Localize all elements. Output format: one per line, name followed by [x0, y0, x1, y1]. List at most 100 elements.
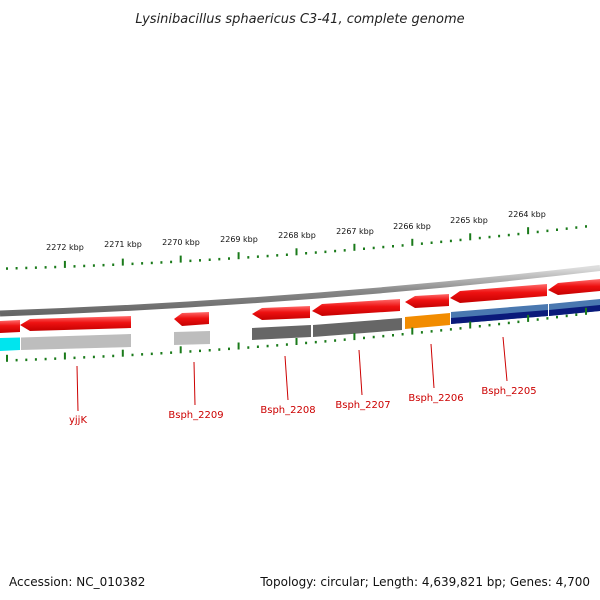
outer-scale-tick — [6, 267, 8, 270]
scale-labels: 2272 kbp 2271 kbp 2270 kbp 2269 kbp 2268… — [46, 210, 546, 252]
inner-scale-tick — [285, 343, 288, 346]
inner-scale-tick — [150, 352, 153, 356]
outer-scale-tick — [392, 245, 394, 248]
gene-block-bsph-2207[interactable] — [313, 318, 402, 337]
outer-scale-tick — [314, 251, 317, 254]
tick-label-2272: 2272 kbp — [46, 243, 84, 252]
outer-scale-tick — [363, 247, 365, 250]
outer-scale-tick — [160, 261, 163, 264]
tick-label-2266: 2266 kbp — [393, 222, 431, 231]
outer-scale-tick — [266, 254, 269, 258]
gene-block-bsph-2208[interactable] — [252, 325, 311, 340]
inner-scale-tick — [372, 335, 375, 339]
gene-label-bsph-2205[interactable]: Bsph_2205 — [481, 386, 536, 397]
outer-scale-tick — [295, 248, 298, 256]
cds-feature-bsph-2207[interactable] — [312, 299, 400, 316]
inner-scale-tick — [420, 331, 423, 334]
gene-label-yjjK[interactable]: yjjK — [69, 415, 87, 426]
inner-scale-tick — [218, 348, 221, 351]
gene-block-bsph-2206[interactable] — [405, 313, 450, 329]
leader-bsph-2207 — [358, 349, 363, 396]
outer-scale-tick — [228, 257, 230, 260]
inner-scale-tick — [305, 341, 308, 345]
outer-scale-tick — [565, 227, 568, 230]
outer-scale-tick — [102, 263, 105, 267]
gene-block-cyan[interactable] — [0, 337, 20, 352]
inner-scale-tick — [401, 333, 404, 336]
outer-scale-tick — [546, 229, 549, 233]
tick-label-2271: 2271 kbp — [104, 240, 142, 249]
outer-scale-tick — [324, 250, 327, 254]
inner-scale-tick — [536, 318, 539, 321]
inner-scale-tick — [112, 354, 115, 358]
inner-scale-tick — [314, 340, 317, 344]
inner-scale-tick — [170, 351, 173, 354]
genome-summary-text: Topology: circular; Length: 4,639,821 bp… — [259, 575, 590, 589]
outer-scale-tick — [478, 236, 481, 240]
outer-scale-tick — [218, 257, 221, 261]
outer-scale-tick — [189, 259, 192, 263]
genome-backbone — [0, 265, 600, 317]
outer-scale-ticks — [6, 225, 587, 270]
inner-scale-tick — [160, 352, 163, 355]
leader-bsph-2208 — [284, 355, 289, 401]
tick-label-2268: 2268 kbp — [278, 231, 316, 240]
inner-scale-tick — [237, 342, 240, 350]
inner-scale-tick — [83, 356, 86, 359]
outer-scale-tick — [63, 260, 66, 268]
outer-scale-tick — [498, 234, 501, 238]
inner-scale-tick — [92, 355, 95, 359]
inner-scale-ticks — [6, 307, 587, 362]
tick-label-2267: 2267 kbp — [336, 227, 374, 236]
outer-scale-tick — [34, 266, 37, 269]
gene-label-bsph-2209[interactable]: Bsph_2209 — [168, 410, 223, 421]
outer-scale-tick — [488, 235, 491, 239]
tick-label-2269: 2269 kbp — [220, 235, 258, 244]
gene-block-bsph-2205-lower[interactable] — [451, 310, 548, 324]
inner-scale-tick — [34, 358, 37, 361]
accession-text: Accession: NC_010382 — [9, 575, 145, 589]
cds-features — [0, 279, 600, 333]
outer-scale-tick — [25, 266, 28, 270]
outer-scale-tick — [527, 227, 530, 235]
inner-scale-tick — [392, 334, 394, 337]
outer-scale-tick — [247, 256, 250, 259]
gene-label-bsph-2207[interactable]: Bsph_2207 — [335, 400, 390, 411]
cds-feature-bsph-2208[interactable] — [252, 306, 310, 320]
inner-scale-tick — [295, 338, 298, 345]
map-title: Lysinibacillus sphaericus C3-41, complet… — [135, 12, 464, 27]
gene-block-next-lower[interactable] — [549, 305, 600, 316]
inner-scale-tick — [498, 322, 501, 326]
inner-scale-tick — [440, 329, 443, 332]
inner-scale-tick — [25, 358, 28, 362]
outer-scale-tick — [15, 267, 18, 270]
inner-scale-tick — [585, 307, 587, 315]
outer-scale-tick — [536, 230, 539, 234]
cds-feature-next[interactable] — [548, 279, 600, 295]
gene-block-bsph-2209[interactable] — [174, 331, 210, 345]
inner-scale-tick — [382, 334, 385, 338]
cds-feature-bsph-2205[interactable] — [450, 284, 547, 303]
gene-label-bsph-2208[interactable]: Bsph_2208 — [260, 405, 315, 416]
tick-label-2270: 2270 kbp — [162, 238, 200, 247]
cds-feature-bsph-2209[interactable] — [174, 312, 209, 326]
cds-feature-yjjK[interactable] — [20, 316, 131, 331]
inner-scale-tick — [324, 340, 327, 343]
leader-bsph-2206 — [430, 343, 435, 389]
outer-scale-tick — [54, 265, 57, 269]
outer-scale-tick — [449, 239, 452, 243]
outer-scale-tick — [199, 259, 201, 262]
outer-scale-tick — [401, 244, 404, 247]
inner-scale-tick — [121, 349, 124, 357]
cds-feature-0[interactable] — [0, 320, 20, 333]
outer-scale-tick — [334, 249, 337, 253]
tick-label-2264: 2264 kbp — [508, 210, 546, 219]
inner-scale-tick — [343, 338, 346, 341]
cds-feature-bsph-2206[interactable] — [405, 294, 449, 308]
inner-scale-tick — [73, 356, 76, 360]
inner-scale-tick — [6, 354, 8, 362]
inner-scale-tick — [276, 344, 279, 347]
gene-label-bsph-2206[interactable]: Bsph_2206 — [408, 393, 463, 404]
gene-block-yjjK[interactable] — [21, 334, 131, 350]
